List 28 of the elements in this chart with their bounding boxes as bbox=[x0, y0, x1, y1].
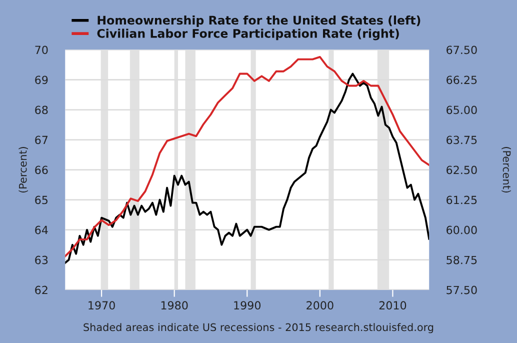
y2-tick-label: 57.50 bbox=[446, 286, 477, 294]
legend-label: Homeownership Rate for the United States (left) bbox=[98, 16, 420, 27]
text: Shaded areas indicate US recessions - 2015 research.stlouisfed.org bbox=[84, 323, 434, 334]
x-tick-label: 2000 bbox=[306, 301, 334, 310]
x-tick-label: 1980 bbox=[161, 301, 188, 310]
y2-tick-label: 65.00 bbox=[446, 106, 477, 114]
legend-label: Civilian Labor Force Participation Rate (right) bbox=[97, 28, 399, 40]
y-tick-label: 67 bbox=[35, 136, 48, 144]
y-axis-title: (Percent) bbox=[18, 147, 28, 193]
x-tick-label: 1970 bbox=[88, 301, 115, 310]
y2-axis-title: (Percent) bbox=[502, 147, 511, 193]
y-tick-label: 62 bbox=[35, 286, 48, 294]
y-tick-label: 63 bbox=[35, 256, 48, 264]
y-tick-label: 68 bbox=[35, 106, 48, 114]
y2-tick-label: 67.50 bbox=[446, 46, 477, 54]
y-tick-label: 64 bbox=[35, 226, 48, 234]
y-tick-label: 69 bbox=[35, 76, 48, 84]
y-tick-label: 66 bbox=[35, 166, 48, 174]
y2-tick-label: 62.50 bbox=[446, 166, 477, 174]
y2-tick-label: 63.75 bbox=[446, 136, 477, 144]
y2-tick-label: 66.25 bbox=[446, 76, 477, 84]
y2-tick-label: 61.25 bbox=[446, 196, 477, 204]
y2-tick-label: 58.75 bbox=[446, 256, 477, 264]
x-tick-label: 1990 bbox=[234, 301, 261, 310]
y-tick-label: 65 bbox=[35, 196, 48, 204]
y-tick-label: 70 bbox=[35, 46, 48, 54]
x-tick-label: 2010 bbox=[379, 301, 406, 310]
y2-tick-label: 60.00 bbox=[446, 226, 477, 234]
